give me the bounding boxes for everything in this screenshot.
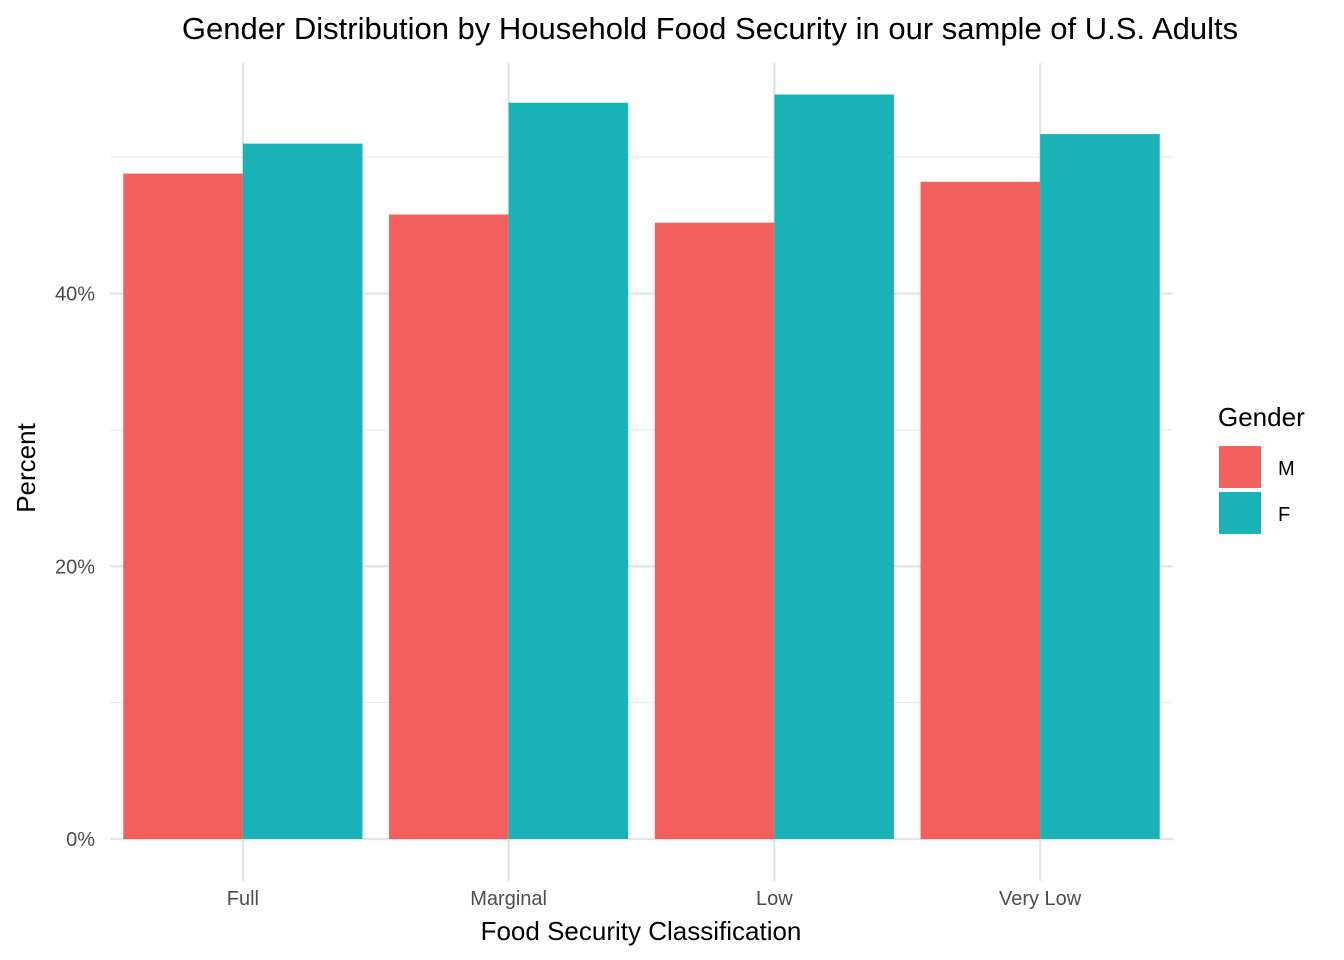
y-tick-label: 0%: [66, 829, 95, 851]
chart-title: Gender Distribution by Household Food Se…: [182, 11, 1238, 46]
bar-M-marginal: [389, 214, 509, 839]
x-tick-label: Low: [756, 888, 793, 910]
y-tick-label: 20%: [55, 556, 95, 578]
legend-items: MF: [1219, 446, 1295, 534]
bar-M-low: [654, 222, 775, 839]
legend-title: Gender: [1218, 402, 1305, 432]
bar-F-full: [242, 143, 363, 839]
legend: Gender MF: [1218, 402, 1305, 534]
legend-label-M: M: [1278, 458, 1295, 480]
legend-swatch-M: [1219, 446, 1261, 488]
bar-F-marginal: [508, 102, 629, 839]
x-tick-label: Marginal: [470, 888, 547, 910]
legend-label-F: F: [1278, 504, 1290, 526]
x-tick-label: Very Low: [999, 888, 1082, 910]
x-axis-title: Food Security Classification: [481, 916, 802, 946]
x-axis-ticks: Full Marginal Low Very Low: [227, 888, 1082, 910]
y-axis-title: Percent: [11, 422, 41, 512]
y-axis-ticks: 0% 20% 40%: [55, 284, 95, 851]
y-tick-label: 40%: [55, 284, 95, 306]
bar-F-low: [774, 94, 894, 839]
bar-M-full: [123, 173, 243, 839]
bar-M-very-low: [920, 181, 1041, 840]
bar-F-very-low: [1040, 134, 1160, 840]
x-tick-label: Full: [227, 888, 259, 910]
bars: [123, 94, 1160, 840]
legend-swatch-F: [1219, 492, 1261, 534]
